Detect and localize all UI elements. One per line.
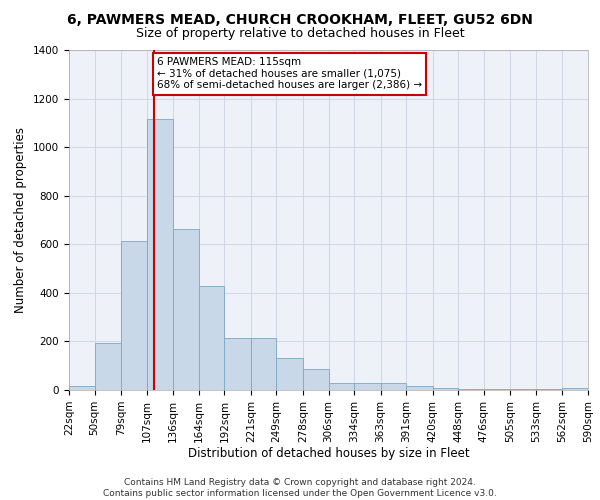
Y-axis label: Number of detached properties: Number of detached properties <box>14 127 28 313</box>
X-axis label: Distribution of detached houses by size in Fleet: Distribution of detached houses by size … <box>188 448 469 460</box>
Bar <box>199 286 224 390</box>
Bar <box>121 240 146 390</box>
Bar <box>95 342 121 390</box>
Bar <box>173 228 199 390</box>
Bar <box>458 389 484 390</box>
Bar <box>303 370 329 390</box>
Text: Contains HM Land Registry data © Crown copyright and database right 2024.
Contai: Contains HM Land Registry data © Crown c… <box>103 478 497 498</box>
Bar <box>380 383 406 390</box>
Bar <box>329 382 354 390</box>
Bar <box>146 119 173 390</box>
Bar <box>562 388 588 390</box>
Bar <box>484 389 511 390</box>
Text: 6, PAWMERS MEAD, CHURCH CROOKHAM, FLEET, GU52 6DN: 6, PAWMERS MEAD, CHURCH CROOKHAM, FLEET,… <box>67 12 533 26</box>
Bar <box>536 389 562 390</box>
Text: Size of property relative to detached houses in Fleet: Size of property relative to detached ho… <box>136 28 464 40</box>
Bar <box>406 386 433 390</box>
Bar <box>251 338 277 390</box>
Text: 6 PAWMERS MEAD: 115sqm
← 31% of detached houses are smaller (1,075)
68% of semi-: 6 PAWMERS MEAD: 115sqm ← 31% of detached… <box>157 58 422 90</box>
Bar <box>433 388 458 390</box>
Bar <box>69 386 95 390</box>
Bar <box>277 358 303 390</box>
Bar <box>224 338 251 390</box>
Bar <box>354 383 380 390</box>
Bar <box>511 389 536 390</box>
